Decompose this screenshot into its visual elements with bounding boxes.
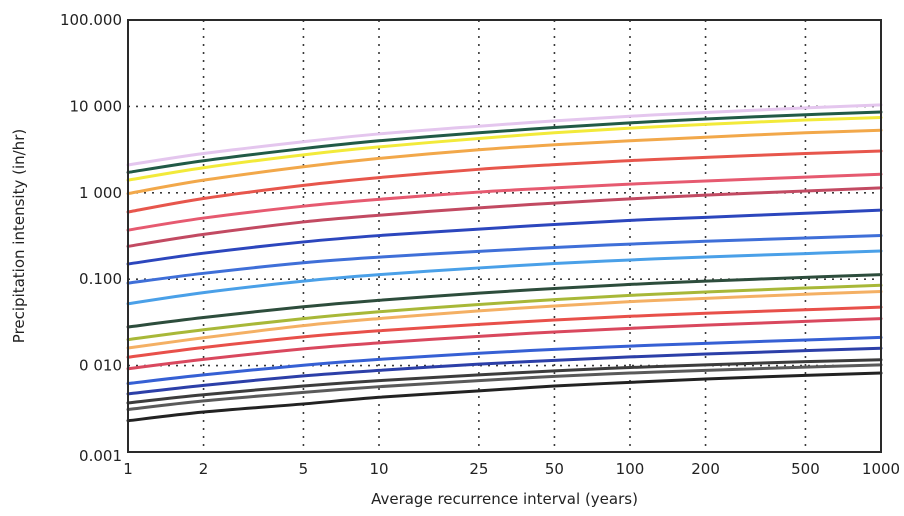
y-tick-label: 10 000 <box>70 97 123 115</box>
series-line-15 <box>126 317 883 371</box>
series-line-1 <box>126 103 883 167</box>
y-tick-label: 100.000 <box>60 11 122 29</box>
y-tick-label: 1 000 <box>79 184 122 202</box>
x-tick-label: 5 <box>299 460 309 478</box>
series-line-20 <box>126 371 883 423</box>
x-tick-label: 1 <box>123 460 133 478</box>
series-line-12 <box>126 283 883 342</box>
x-axis-label: Average recurrence interval (years) <box>371 490 638 508</box>
series-line-10 <box>126 249 883 306</box>
series-line-2 <box>126 110 883 174</box>
series-line-17 <box>126 346 883 396</box>
y-tick-label: 0.001 <box>79 447 122 465</box>
x-tick-label: 10 <box>369 460 388 478</box>
series-line-19 <box>126 363 883 412</box>
series-line-6 <box>126 172 883 232</box>
x-tick-label: 200 <box>691 460 720 478</box>
y-tick-labels: 0.001 0 010 0.100 1 000 10 000 100.000 <box>60 11 122 465</box>
y-axis-label: Precipitation intensity (in/hr) <box>10 129 28 343</box>
x-tick-label: 100 <box>616 460 645 478</box>
plot-frame <box>127 19 882 453</box>
series-line-13 <box>126 290 883 350</box>
series-line-11 <box>126 273 883 329</box>
y-tick-label: 0.100 <box>79 270 122 288</box>
series-line-16 <box>126 335 883 386</box>
x-tick-label: 25 <box>469 460 488 478</box>
series-line-3 <box>126 115 883 182</box>
series-line-7 <box>126 186 883 248</box>
series-line-9 <box>126 234 883 285</box>
series-line-4 <box>126 128 883 196</box>
y-tick-label: 0 010 <box>79 357 122 375</box>
x-tick-label: 50 <box>545 460 564 478</box>
grid <box>128 20 881 452</box>
x-tick-labels: 1 2 5 10 25 50 100 200 500 1000 <box>123 460 900 478</box>
series-line-5 <box>126 149 883 214</box>
x-tick-label: 500 <box>791 460 820 478</box>
series-lines <box>126 103 883 423</box>
series-line-14 <box>126 305 883 359</box>
x-tick-label: 2 <box>199 460 209 478</box>
x-tick-label: 1000 <box>862 460 900 478</box>
series-line-8 <box>126 208 883 266</box>
series-line-18 <box>126 358 883 405</box>
